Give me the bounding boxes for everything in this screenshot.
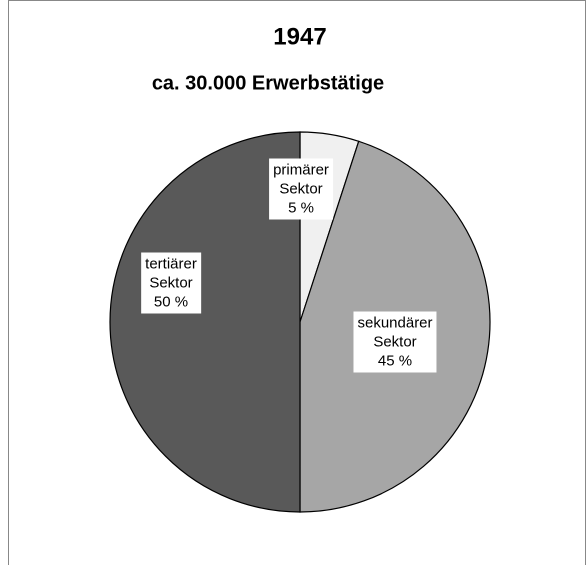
category-label: tertiärer Sektor	[145, 255, 197, 292]
chart-subtitle: ca. 30.000 Erwerbstätige	[152, 72, 384, 94]
frame	[8, 0, 586, 565]
slice-label: sekundärer Sektor 45 %	[353, 311, 437, 373]
value-label: 50 %	[153, 293, 189, 311]
value-label: 45 %	[377, 352, 413, 370]
slice-label: primärer Sektor 5 %	[269, 158, 333, 220]
category-label: sekundärer Sektor	[357, 314, 433, 351]
slice-label: tertiärer Sektor 50 %	[141, 252, 201, 314]
chart-title: 1947	[273, 23, 326, 50]
value-label: 5 %	[288, 199, 314, 217]
pie-slice	[109, 131, 301, 513]
category-label: primärer Sektor	[273, 161, 329, 198]
